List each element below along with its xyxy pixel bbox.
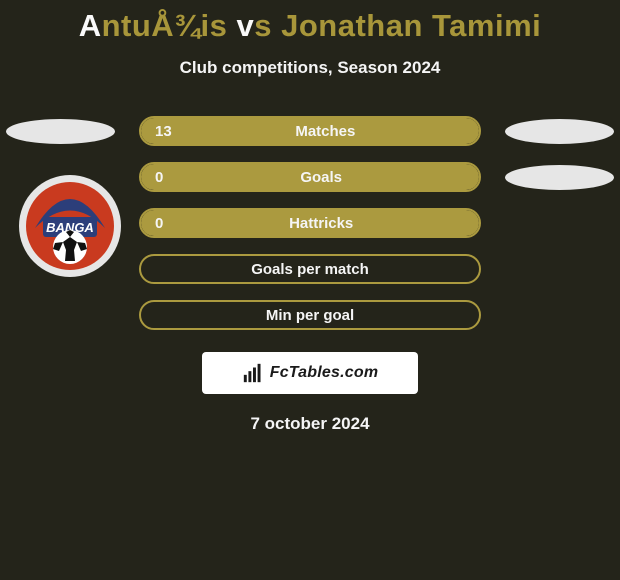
stat-row-hattricks: BANGA 0 Hattricks (0, 208, 620, 238)
bar-chart-icon (242, 362, 264, 384)
date: 7 october 2024 (0, 414, 620, 434)
stat-label-goals: Goals (300, 169, 342, 186)
fctables-text: FcTables.com (270, 364, 379, 382)
stat-bar-min-per-goal: Min per goal (139, 300, 481, 330)
heading-part-1: A (79, 8, 102, 43)
heading-part-2: v (237, 8, 255, 43)
stat-row-min-per-goal: Min per goal (0, 300, 620, 330)
stat-label-goals-per-match: Goals per match (251, 261, 369, 278)
right-placeholder-oval (505, 165, 614, 190)
left-placeholder-oval (6, 119, 115, 144)
stat-row-matches: 13 Matches (0, 116, 620, 146)
stat-value-hattricks: 0 (155, 215, 163, 232)
stat-bar-hattricks: 0 Hattricks (139, 208, 481, 238)
subheading: Club competitions, Season 2024 (0, 58, 620, 78)
stat-value-goals: 0 (155, 169, 163, 186)
heading-accent-2: s Jonathan Tamimi (254, 8, 541, 43)
stat-label-matches: Matches (295, 123, 355, 140)
stats-rows: 13 Matches 0 Goals BANGA (0, 116, 620, 330)
stat-bar-matches: 13 Matches (139, 116, 481, 146)
fctables-badge: FcTables.com (202, 352, 418, 394)
stat-row-goals-per-match: Goals per match (0, 254, 620, 284)
stat-value-matches: 13 (155, 123, 172, 140)
stat-bar-goals: 0 Goals (139, 162, 481, 192)
stat-label-hattricks: Hattricks (289, 215, 353, 232)
page-title: AntuÅ¾is vs Jonathan Tamimi (0, 8, 620, 44)
stat-label-min-per-goal: Min per goal (266, 307, 354, 324)
heading-accent-1: ntuÅ¾is (102, 8, 237, 43)
stat-bar-goals-per-match: Goals per match (139, 254, 481, 284)
right-placeholder-oval (505, 119, 614, 144)
